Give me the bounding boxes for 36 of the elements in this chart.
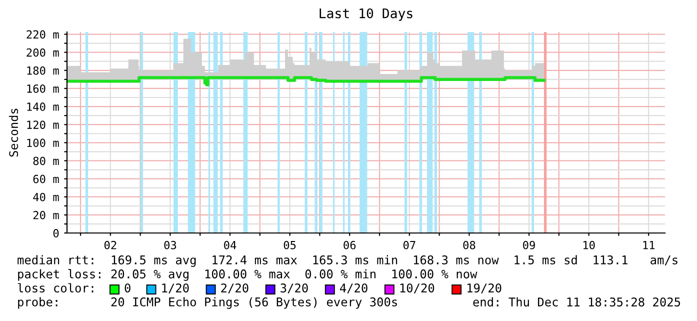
x-tick-label: 03: [164, 240, 176, 250]
y-tick-label: 60 m: [33, 174, 59, 184]
y-tick-label: 220 m: [26, 30, 59, 39]
y-tick-label: 0: [53, 229, 59, 238]
text: 1/20: [162, 283, 189, 294]
y-tick-label: 100 m: [27, 138, 59, 148]
x-tick-label: 02: [104, 240, 116, 250]
y-axis-title: Seconds: [8, 108, 18, 157]
y-tick-label: 160 m: [27, 84, 59, 93]
text: packet loss: 20.05 % avg 100.00 % max 0.00 % min 100.00 % now: [18, 269, 478, 281]
x-tick-label: 09: [523, 240, 535, 250]
x-tick-label: 05: [284, 240, 296, 250]
x-tick-label: 04: [224, 240, 236, 250]
y-tick-label: 20 m: [33, 210, 59, 220]
text: 4/20: [340, 283, 368, 294]
x-tick-label: 10: [583, 240, 595, 250]
y-tick-label: 140 m: [27, 102, 59, 111]
text: 2/20: [221, 283, 248, 294]
text: loss color:: [18, 283, 94, 292]
x-tick-label: 11: [643, 241, 655, 250]
y-tick-label: 200 m: [26, 48, 59, 57]
y-tick-label: 120 m: [27, 120, 59, 130]
text: probe: 20 ICMP Echo Pings (56 Bytes) every 300s: [18, 297, 397, 309]
x-tick-label: 07: [403, 240, 416, 250]
chart-title: Last 10 Days: [320, 8, 412, 21]
text: 3/20: [280, 283, 308, 294]
text: end: Thu Dec 11 18:35:28 2025: [473, 297, 680, 306]
text: median rtt: 169.5 ms avg 172.4 ms max 165.3 ms min 168.3 ms now 1.5 ms sd 113.1 am/s: [18, 255, 678, 267]
y-tick-label: 180 m: [27, 66, 59, 75]
text: 0: [124, 283, 130, 292]
y-tick-label: 40 m: [33, 192, 59, 202]
x-tick-label: 08: [463, 240, 476, 250]
text: 19/20: [467, 283, 502, 294]
text: 10/20: [400, 283, 434, 294]
x-tick-label: 06: [344, 240, 356, 250]
y-tick-label: 80 m: [33, 156, 59, 166]
